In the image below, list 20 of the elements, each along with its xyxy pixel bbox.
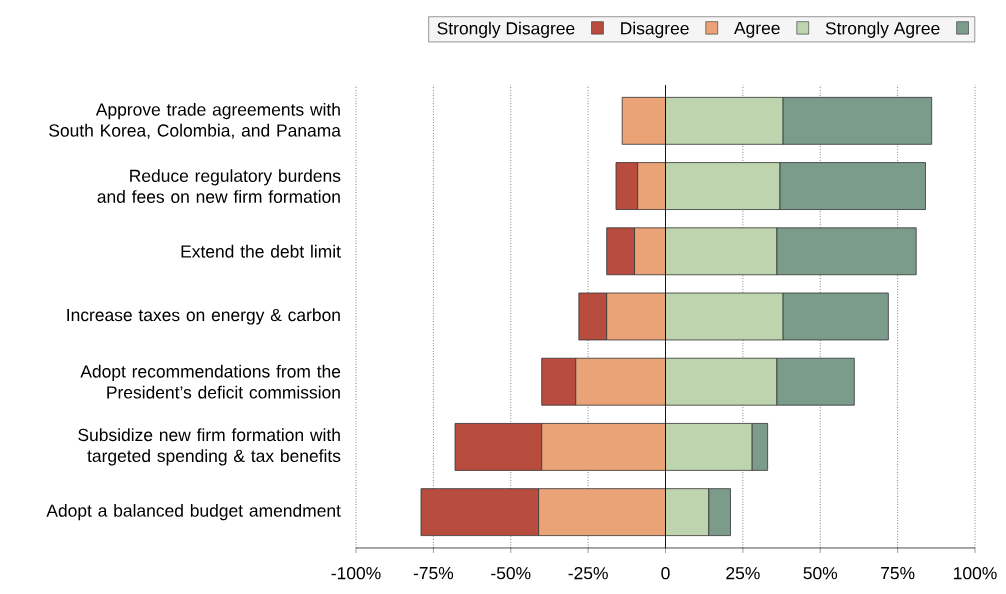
- y-tick-label: Subsidize new firm formation with targeted spending & tax benefits: [78, 428, 341, 466]
- x-tick-label: 0: [661, 567, 670, 580]
- y-tick-label: Approve trade agreements with South Korea, Colombia, and Panama: [49, 102, 341, 139]
- x-tick-label: -50%: [491, 567, 531, 580]
- y-tick-label: Adopt a balanced budget amendment: [46, 503, 341, 521]
- x-tick-label: 50%: [803, 567, 838, 580]
- legend-label: Agree: [734, 22, 780, 38]
- legend-label: Strongly Disagree: [437, 21, 575, 38]
- x-tick-label: 100%: [954, 567, 997, 580]
- legend-label: Disagree: [621, 21, 689, 38]
- x-tick-label: -75%: [413, 567, 454, 580]
- x-tick-label: 25%: [726, 567, 760, 580]
- x-tick-label: -100%: [331, 567, 381, 580]
- y-tick-label: Adopt recommendations from the President’s deficit commission: [80, 364, 341, 399]
- y-tick-label: Extend the debt limit: [181, 244, 341, 258]
- y-tick-label: Increase taxes on energy & carbon: [67, 308, 340, 325]
- legend-label: Strongly Agree: [825, 21, 940, 38]
- x-tick-label: -25%: [568, 567, 608, 580]
- y-tick-label: Reduce regulatory burdens and fees on new firm formation: [97, 169, 341, 203]
- x-tick-label: 75%: [881, 567, 915, 580]
